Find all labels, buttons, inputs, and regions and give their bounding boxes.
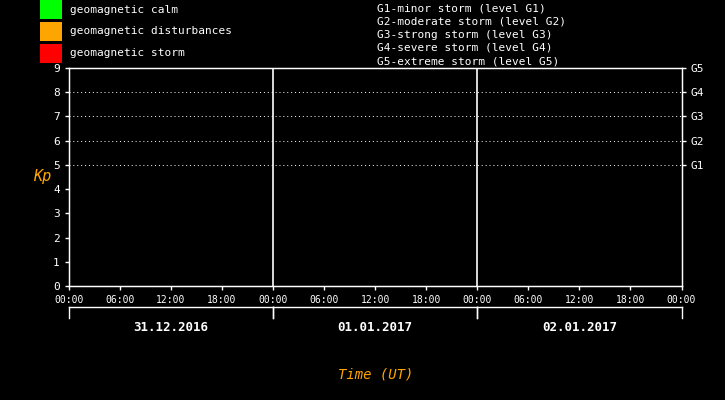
Bar bbox=[40, 44, 62, 62]
Text: geomagnetic disturbances: geomagnetic disturbances bbox=[70, 26, 232, 36]
Text: geomagnetic storm: geomagnetic storm bbox=[70, 48, 185, 58]
Text: geomagnetic calm: geomagnetic calm bbox=[70, 4, 178, 14]
Text: G1-minor storm (level G1): G1-minor storm (level G1) bbox=[377, 3, 546, 13]
Text: G4-severe storm (level G4): G4-severe storm (level G4) bbox=[377, 43, 552, 53]
Text: G2-moderate storm (level G2): G2-moderate storm (level G2) bbox=[377, 16, 566, 26]
Bar bbox=[40, 22, 62, 41]
Y-axis label: Kp: Kp bbox=[33, 170, 51, 184]
Text: 31.12.2016: 31.12.2016 bbox=[133, 321, 209, 334]
Text: G3-strong storm (level G3): G3-strong storm (level G3) bbox=[377, 30, 552, 40]
Text: Time (UT): Time (UT) bbox=[338, 367, 413, 381]
Text: 01.01.2017: 01.01.2017 bbox=[338, 321, 413, 334]
Text: G5-extreme storm (level G5): G5-extreme storm (level G5) bbox=[377, 56, 559, 66]
Text: 02.01.2017: 02.01.2017 bbox=[542, 321, 617, 334]
Bar bbox=[40, 0, 62, 19]
